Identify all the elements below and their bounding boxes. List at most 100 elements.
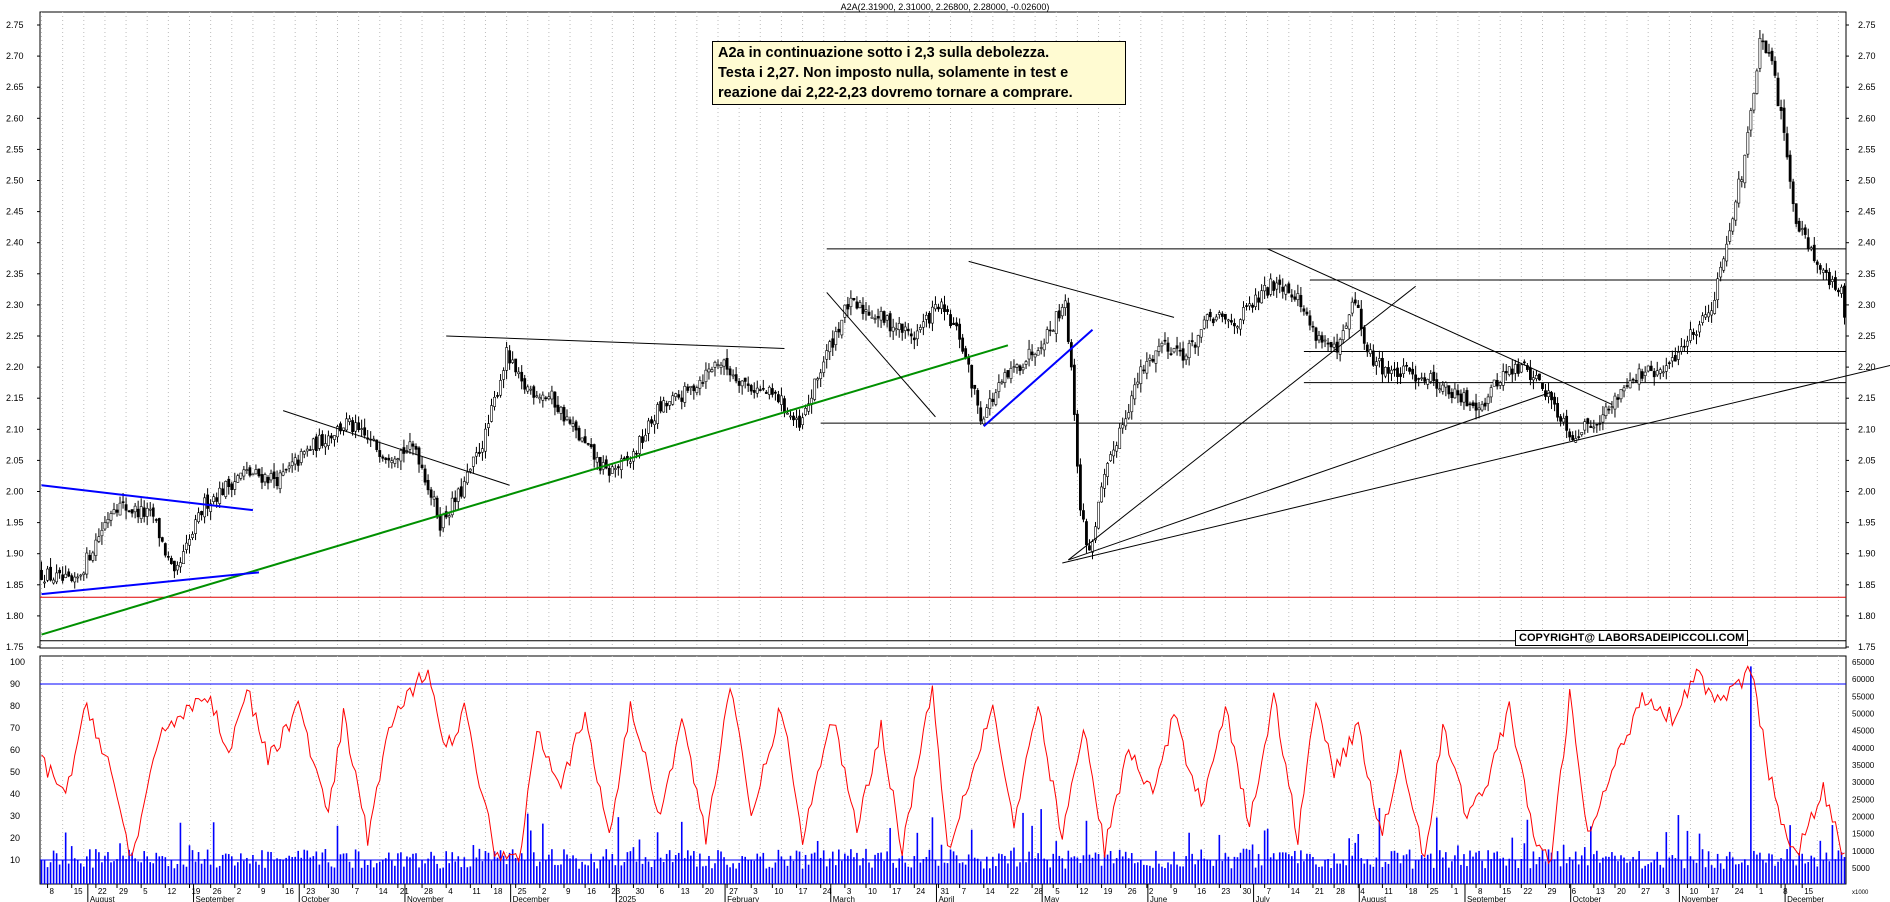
candle-body — [157, 518, 161, 539]
candle-body — [1782, 107, 1786, 133]
candle-body — [163, 543, 167, 556]
candle-body — [1057, 310, 1061, 319]
candle-body — [411, 443, 415, 447]
candle-body — [949, 314, 952, 327]
candle-body — [906, 328, 910, 332]
candle-body — [728, 368, 732, 376]
candle-body — [701, 382, 705, 384]
x-tick-label: 8 — [50, 887, 55, 896]
candle-body — [1592, 426, 1596, 429]
candle-body — [327, 435, 330, 446]
candle-body — [1178, 349, 1182, 352]
y-tick-label: 2.60 — [1858, 113, 1876, 123]
candle-body — [450, 497, 454, 516]
candle-body — [749, 385, 753, 392]
candle-body — [662, 400, 666, 413]
candle-body — [399, 450, 403, 462]
candle-body — [1824, 269, 1828, 273]
candle-body — [1344, 325, 1348, 329]
candle-body — [780, 395, 783, 405]
candle-body — [934, 304, 937, 310]
candle-body — [1181, 348, 1185, 361]
candle-body — [1396, 367, 1399, 377]
candle-body — [1827, 271, 1831, 286]
candle-body — [188, 538, 191, 546]
candle-body — [1686, 340, 1689, 347]
candle-body — [1275, 282, 1279, 290]
y-tick-label: 2.50 — [1858, 176, 1876, 186]
candle-body — [1809, 247, 1813, 250]
candle-body — [254, 469, 258, 475]
candle-body — [296, 459, 300, 466]
candle-body — [1036, 350, 1040, 356]
volume-tick-label: 35000 — [1852, 761, 1875, 770]
x-month-label: December — [513, 895, 550, 902]
candle-body — [940, 301, 943, 309]
candle-body — [1740, 179, 1744, 182]
candle-body — [1151, 358, 1155, 362]
candle-body — [734, 374, 738, 382]
candle-body — [1480, 403, 1484, 411]
candle-body — [375, 439, 379, 450]
candle-body — [894, 328, 898, 331]
candle-body — [541, 394, 545, 401]
candle-body — [1341, 330, 1345, 341]
candle-body — [1371, 350, 1375, 366]
candle-body — [91, 552, 95, 561]
candle-body — [381, 456, 385, 459]
x-tick-label: 24 — [916, 887, 925, 896]
candle-body — [1619, 389, 1623, 400]
x-tick-label: 5 — [143, 887, 148, 896]
candle-body — [1308, 315, 1312, 326]
candle-body — [103, 522, 107, 530]
candle-body — [1015, 364, 1019, 368]
candle-body — [882, 311, 886, 323]
candle-body — [1272, 281, 1276, 291]
y-tick-label: 1.90 — [1858, 549, 1876, 559]
candle-body — [1266, 287, 1270, 296]
candle-body — [1495, 379, 1499, 387]
candle-body — [76, 576, 80, 579]
x-tick-label: 9 — [566, 887, 571, 896]
y-tick-label: 2.70 — [1858, 51, 1876, 61]
candle-body — [456, 488, 460, 502]
candle-body — [215, 497, 219, 502]
candle-body — [1598, 422, 1602, 425]
y-tick-label: 2.35 — [6, 269, 24, 279]
volume-tick-label: 10000 — [1852, 847, 1875, 856]
candle-body — [496, 395, 499, 397]
candle-body — [758, 389, 762, 391]
candle-body — [73, 576, 77, 583]
candle-body — [1444, 382, 1448, 388]
candle-body — [1042, 343, 1046, 351]
candle-body — [955, 322, 958, 327]
x-tick-label: 29 — [1548, 887, 1557, 896]
candle-body — [1589, 425, 1593, 428]
candle-body — [1323, 339, 1327, 342]
candle-body — [671, 395, 675, 405]
candle-body — [88, 554, 92, 561]
candle-body — [191, 533, 194, 539]
candle-body — [100, 530, 104, 537]
candle-body — [97, 536, 101, 542]
candle-body — [544, 397, 548, 400]
candle-body — [1384, 367, 1387, 377]
candle-body — [1785, 133, 1789, 158]
candle-body — [139, 506, 143, 519]
candle-body — [462, 481, 466, 498]
candle-body — [1776, 77, 1780, 107]
candle-body — [459, 486, 463, 497]
candle-body — [1157, 345, 1161, 352]
candle-body — [580, 437, 584, 442]
candle-body — [1284, 285, 1288, 295]
candle-body — [641, 436, 644, 443]
candle-body — [798, 415, 801, 428]
y-tick-label: 1.95 — [1858, 518, 1876, 528]
candle-body — [915, 330, 919, 340]
candle-body — [616, 466, 620, 469]
candle-body — [1414, 374, 1418, 382]
candle-body — [1752, 93, 1756, 111]
candle-body — [722, 359, 726, 367]
candle-body — [1716, 278, 1720, 301]
candle-body — [1085, 521, 1088, 545]
